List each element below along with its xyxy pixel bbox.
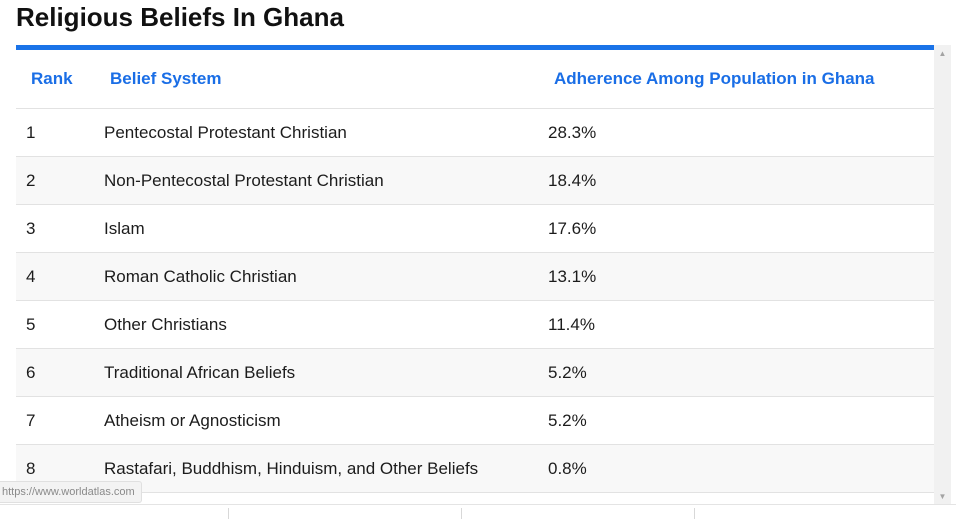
table-row: 3 Islam 17.6%	[16, 204, 934, 253]
adherence-cell: 5.2%	[548, 348, 934, 397]
belief-cell: Pentecostal Protestant Christian	[104, 108, 548, 157]
bottom-divider	[0, 504, 956, 505]
belief-cell: Traditional African Beliefs	[104, 348, 548, 397]
vertical-scrollbar[interactable]: ▲ ▼	[934, 45, 951, 504]
belief-column-header[interactable]: Belief System	[104, 50, 548, 109]
table-row: 4 Roman Catholic Christian 13.1%	[16, 252, 934, 301]
table-row: 1 Pentecostal Protestant Christian 28.3%	[16, 108, 934, 157]
belief-cell: Islam	[104, 204, 548, 253]
belief-cell: Non-Pentecostal Protestant Christian	[104, 156, 548, 205]
table-row: 2 Non-Pentecostal Protestant Christian 1…	[16, 156, 934, 205]
page-title: Religious Beliefs In Ghana	[16, 2, 344, 32]
rank-cell: 1	[16, 108, 104, 157]
rank-cell: 7	[16, 396, 104, 445]
rank-column-header[interactable]: Rank	[16, 50, 104, 109]
belief-cell: Other Christians	[104, 300, 548, 349]
table-row: 8 Rastafari, Buddhism, Hinduism, and Oth…	[16, 444, 934, 493]
table-row: 7 Atheism or Agnosticism 5.2%	[16, 396, 934, 445]
table-row: 6 Traditional African Beliefs 5.2%	[16, 348, 934, 397]
adherence-cell: 18.4%	[548, 156, 934, 205]
adherence-cell: 0.8%	[548, 444, 934, 493]
beliefs-table: Rank Belief System Adherence Among Popul…	[16, 50, 934, 493]
status-bar-link-url: https://www.worldatlas.com	[0, 481, 142, 503]
adherence-cell: 13.1%	[548, 252, 934, 301]
bottom-divider-tick	[461, 508, 462, 519]
scroll-up-arrow-icon[interactable]: ▲	[938, 49, 947, 58]
bottom-divider-tick	[694, 508, 695, 519]
belief-cell: Atheism or Agnosticism	[104, 396, 548, 445]
adherence-cell: 11.4%	[548, 300, 934, 349]
table-header-row: Rank Belief System Adherence Among Popul…	[16, 50, 934, 109]
adherence-column-header[interactable]: Adherence Among Population in Ghana	[548, 50, 934, 109]
table-row: 5 Other Christians 11.4%	[16, 300, 934, 349]
adherence-cell: 17.6%	[548, 204, 934, 253]
rank-cell: 5	[16, 300, 104, 349]
scroll-down-arrow-icon[interactable]: ▼	[938, 492, 947, 501]
rank-cell: 6	[16, 348, 104, 397]
bottom-divider-tick	[228, 508, 229, 519]
belief-cell: Roman Catholic Christian	[104, 252, 548, 301]
belief-cell: Rastafari, Buddhism, Hinduism, and Other…	[104, 444, 548, 493]
rank-cell: 2	[16, 156, 104, 205]
adherence-cell: 5.2%	[548, 396, 934, 445]
rank-cell: 4	[16, 252, 104, 301]
rank-cell: 3	[16, 204, 104, 253]
adherence-cell: 28.3%	[548, 108, 934, 157]
beliefs-table-container: Rank Belief System Adherence Among Popul…	[16, 45, 934, 505]
